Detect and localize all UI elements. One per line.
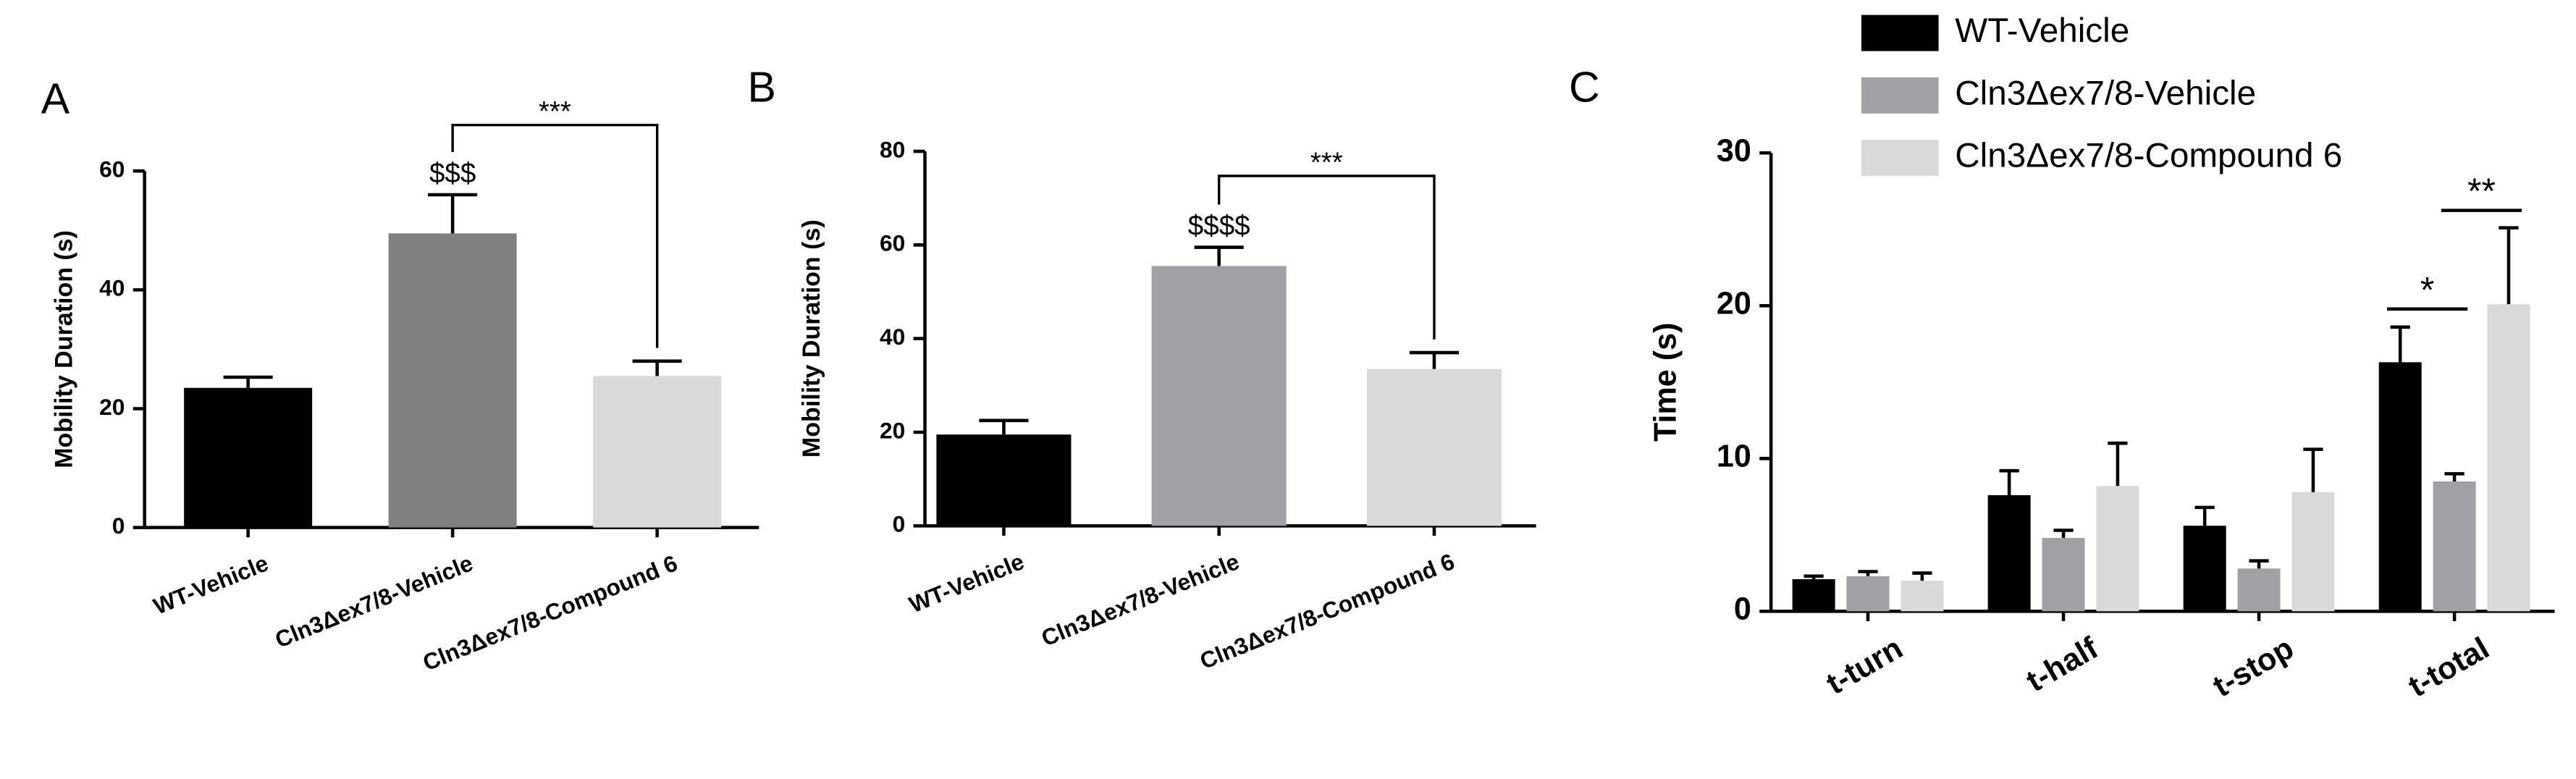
bar [2237,568,2281,612]
y-axis-title: Mobility Duration (s) [798,219,825,458]
significance-label: $$$$ [1188,211,1250,242]
legend-label: Cln3Δex7/8-Compound 6 [1955,137,2342,175]
panel-label: C [1569,64,1600,111]
significance-label: *** [539,96,571,127]
legend-swatch [1861,77,1939,114]
bar [1151,266,1287,526]
y-tick-label: 10 [1717,439,1751,474]
y-tick-label: 60 [880,230,905,256]
bar [1366,369,1502,526]
y-tick-label: 0 [1734,592,1751,627]
bar [184,387,313,528]
x-tick-label: t-total [2402,631,2495,704]
bar [388,233,517,528]
significance-bracket [1217,174,1436,340]
y-axis-title: Time (s) [1649,323,1683,442]
y-tick-label: 30 [1717,134,1751,169]
bar [2433,481,2476,612]
panel-label: A [41,75,70,122]
significance-bracket [451,123,659,348]
bar [1901,581,1944,612]
y-tick-label: 20 [99,394,125,420]
legend-label: Cln3Δex7/8-Vehicle [1955,74,2256,112]
y-tick-label: 20 [880,417,905,443]
x-tick-label: Cln3Δex7/8-Vehicle [272,549,476,652]
bar [2487,304,2530,612]
legend-swatch [1861,140,1939,177]
y-tick-label: 0 [112,513,125,539]
x-tick-label: t-stop [2207,631,2299,704]
bar [593,376,722,528]
bar [1846,576,1890,612]
significance-label: $$$ [429,158,476,189]
panel-label: B [747,64,775,111]
legend-swatch [1861,14,1939,51]
bar [2291,492,2335,612]
bar [936,434,1072,526]
legend-label: WT-Vehicle [1955,12,2129,50]
x-tick-label: WT-Vehicle [150,549,272,619]
y-tick-label: 60 [99,156,125,182]
bar [2096,486,2139,612]
y-tick-label: 40 [99,275,125,301]
bar [2183,526,2226,612]
significance-label: *** [1310,147,1343,178]
bar [1987,494,2031,612]
y-tick-label: 20 [1717,287,1751,321]
bar [1792,579,1835,612]
y-tick-label: 40 [880,324,905,350]
significance-label: * [2420,269,2434,310]
y-tick-label: 0 [893,511,906,537]
bar [2378,362,2422,612]
y-tick-label: 80 [880,136,905,162]
significance-label: ** [2467,171,2496,211]
x-tick-label: t-turn [1821,631,1908,702]
bar [2042,538,2085,612]
x-tick-label: WT-Vehicle [906,548,1028,618]
y-axis-title: Mobility Duration (s) [51,230,78,468]
x-tick-label: Cln3Δex7/8-Vehicle [1037,548,1242,651]
x-tick-label: t-half [2021,631,2105,699]
